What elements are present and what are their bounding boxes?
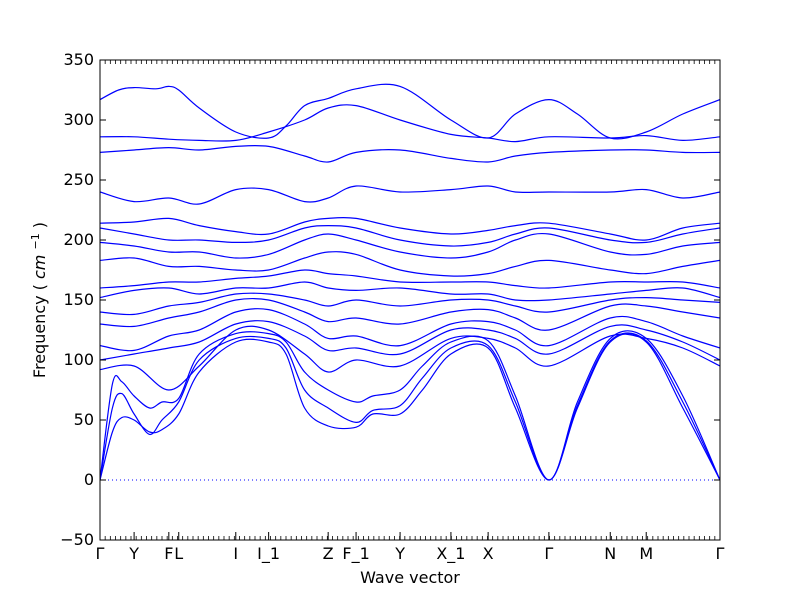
x-tick-label: I [233, 544, 238, 563]
y-axis-title-unit: cm [30, 255, 49, 279]
x-tick-label: Γ [544, 544, 553, 563]
y-axis: −50 0 50 100 150 200 250 300 350 [60, 50, 720, 549]
y-tick-label: 0 [84, 470, 94, 489]
band-line-14 [100, 216, 720, 241]
band-line-3 [100, 330, 720, 481]
y-tick-label: 100 [63, 350, 94, 369]
x-tick-label: F [164, 544, 173, 563]
x-axis-title: Wave vector [360, 568, 460, 587]
y-axis-title: Frequency ( cm −1 ) [29, 222, 50, 378]
band-line-17 [100, 104, 720, 143]
band-line-5 [100, 319, 720, 361]
x-tick-label: Z [323, 544, 334, 563]
band-line-12 [100, 232, 720, 259]
x-tick-label: Γ [96, 544, 105, 563]
x-tick-label: Y [394, 544, 405, 563]
x-tick-label: N [604, 544, 616, 563]
band-line-16 [100, 144, 720, 163]
x-tick-label: M [639, 544, 653, 563]
band-line-11 [100, 251, 720, 277]
band-line-1 [100, 333, 720, 481]
y-tick-label: 50 [74, 410, 94, 429]
plot-frame [99, 59, 721, 541]
y-axis-title-paren-open: ( [30, 284, 49, 290]
bands-group [100, 83, 720, 481]
y-tick-label: 150 [63, 290, 94, 309]
y-tick-label: −50 [60, 530, 94, 549]
band-line-13 [100, 225, 720, 247]
y-axis-title-unit-exponent: −1 [29, 233, 42, 249]
y-tick-label: 200 [63, 230, 94, 249]
band-line-4 [100, 325, 720, 391]
band-line-15 [100, 185, 720, 205]
y-tick-label: 300 [63, 110, 94, 129]
band-line-6 [100, 307, 720, 352]
y-axis-title-text: Frequency [30, 295, 49, 378]
x-tick-label: Γ [716, 544, 725, 563]
y-axis-title-paren-close: ) [30, 222, 49, 228]
band-line-7 [100, 297, 720, 331]
x-tick-label: L [174, 544, 183, 563]
x-tick-label: F_1 [342, 544, 369, 564]
band-line-2 [100, 332, 720, 481]
band-line-8 [100, 292, 720, 316]
x-tick-label: Y [128, 544, 139, 563]
band-line-9 [100, 281, 720, 302]
band-line-18 [100, 83, 720, 140]
x-tick-label: I_1 [257, 544, 280, 564]
y-tick-label: 350 [63, 50, 94, 69]
band-line-10 [100, 269, 720, 289]
x-axis: Γ Y F L I I_1 Z F_1 Y X_1 X Γ N M Γ [96, 60, 725, 564]
plot-area [99, 59, 721, 541]
y-tick-label: 250 [63, 170, 94, 189]
x-tick-label: X [483, 544, 494, 563]
x-tick-label: X_1 [436, 544, 465, 564]
